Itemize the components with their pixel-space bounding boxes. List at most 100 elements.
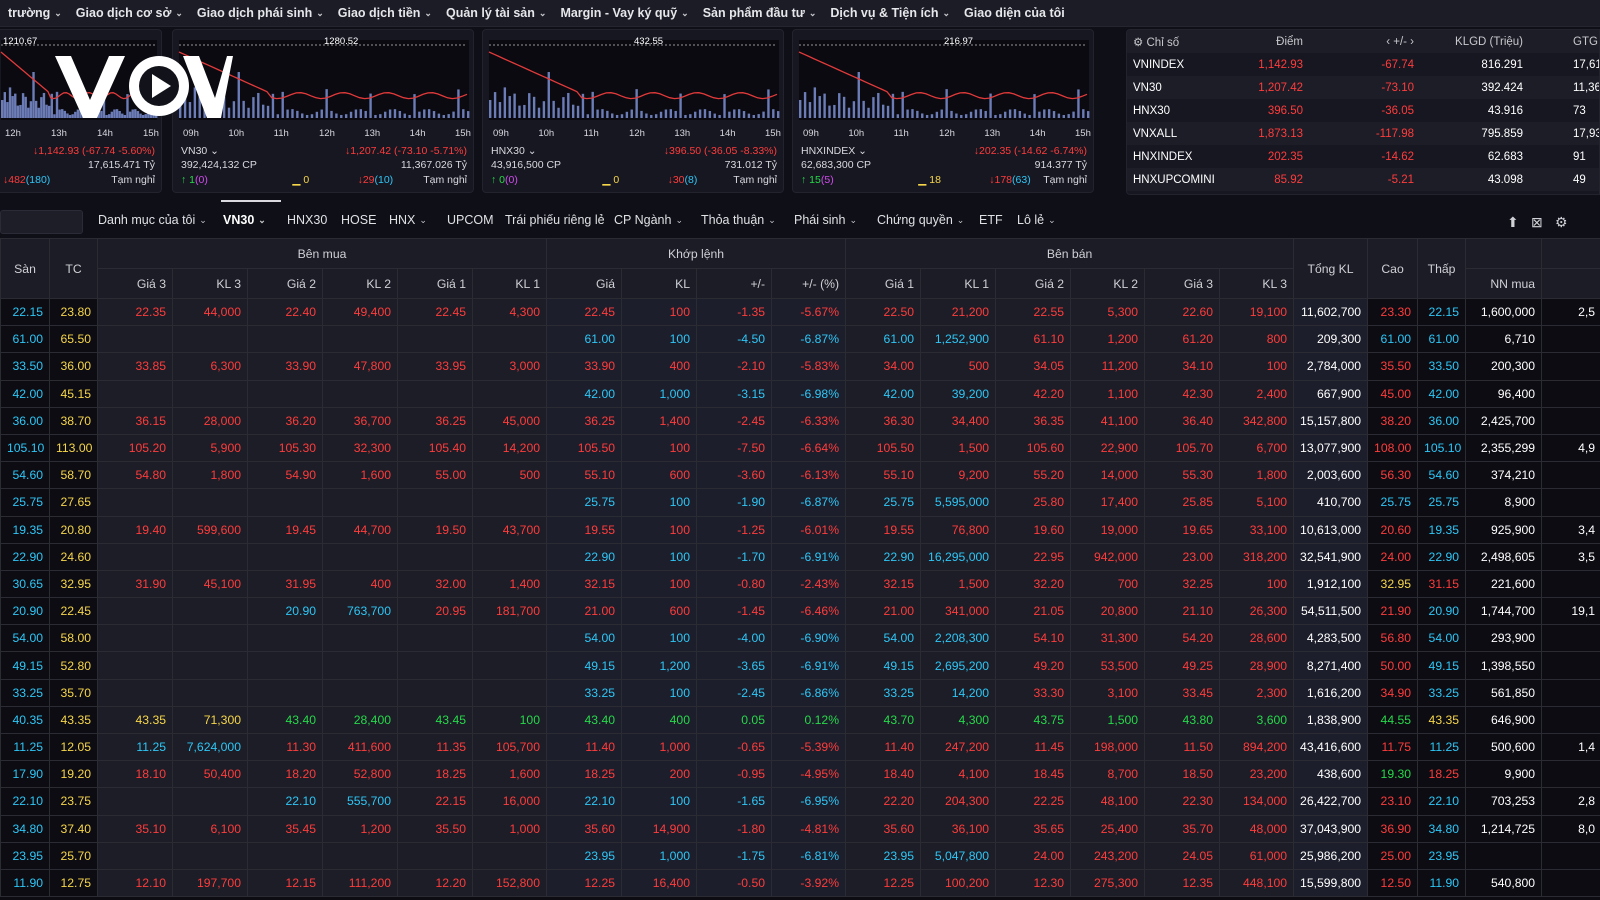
board-row[interactable]: 33.50 36.00 33.85 6,300 33.90 47,800 33.95 3,00…	[0, 352, 1600, 381]
pin-top-icon[interactable]: ⬆	[1507, 214, 1519, 230]
board-cell: -0.50	[696, 868, 772, 898]
board-row[interactable]: 22.10 23.75 22.10 555,700 22.15 16,000 22.10 10…	[0, 787, 1600, 816]
board-row[interactable]: 23.95 25.70 23.95 1,000 -1.75 -6.81% 23.95 5,04…	[0, 841, 1600, 870]
board-row[interactable]: 22.15 23.80 22.35 44,000 22.40 49,400 22.45 4,3…	[0, 297, 1600, 327]
board-row[interactable]: 49.15 52.80 49.15 1,200 -3.65 -6.91% 49.15 2,69…	[0, 651, 1600, 680]
board-cell: -6.86%	[770, 678, 847, 707]
board-row[interactable]: 19.35 20.80 19.40 599,600 19.45 44,700 19.50 43…	[0, 515, 1600, 544]
index-table-row[interactable]: VN30 1,207.42 -73.10 392.424 11,36	[1127, 76, 1599, 99]
group-header-buy: Bên mua	[97, 238, 547, 269]
cell-value: -6.81%	[800, 848, 840, 863]
board-cell: 36.90	[1367, 814, 1419, 843]
menu-item-1[interactable]: Giao dịch cơ sở ⌄	[70, 6, 189, 20]
cell-value: -6.87%	[800, 332, 840, 347]
board-row[interactable]: 40.35 43.35 43.35 71,300 43.40 28,400 43.45 100…	[0, 705, 1600, 735]
board-row[interactable]: 11.90 12.75 12.10 197,700 12.15 111,200 12.20 1…	[0, 868, 1600, 898]
index-name-dropdown[interactable]: HNXINDEX ⌄	[801, 145, 867, 157]
tab-label: Danh mục của tôi	[98, 213, 196, 227]
tab-0[interactable]: Danh mục của tôi ⌄	[98, 213, 207, 227]
chevron-down-icon: ⌄	[538, 7, 547, 18]
board-cell: 25,400	[1070, 814, 1146, 843]
index-table-row[interactable]: HNX30 396.50 -36.05 43.916 73	[1127, 99, 1599, 122]
menu-item-3[interactable]: Giao dịch tiền ⌄	[332, 6, 438, 20]
cell-value: 42.30	[1182, 386, 1214, 401]
board-row[interactable]: 54.00 58.00 54.00 100 -4.00 -6.90% 54.00 2,208,…	[0, 624, 1600, 653]
time-tick: 11h	[584, 128, 599, 139]
cell-value: 45,100	[203, 576, 241, 591]
cell-value: -3.60	[737, 468, 765, 483]
board-cell: 17.90	[0, 760, 50, 789]
resize-icon[interactable]: ⊠	[1531, 214, 1543, 230]
index-chart-panel[interactable]: 216.97 09h 10h 11h 12h 13h 14h 15h HNXINDEX ⌄ ↓20…	[792, 29, 1094, 193]
header-label: Giá	[596, 276, 615, 291]
board-cell: 23.95	[1417, 841, 1467, 870]
board-cell: 20.95	[397, 597, 473, 626]
cell-value: 49.20	[1033, 658, 1065, 673]
watchlist-search-input[interactable]	[0, 210, 83, 234]
cell-value: 11.45	[1034, 740, 1065, 755]
time-tick: 09h	[493, 128, 509, 139]
tab-9[interactable]: Phái sinh ⌄	[794, 213, 857, 227]
board-cell: 12.10	[97, 868, 173, 898]
index-table-row[interactable]: VNINDEX 1,142.93 -67.74 816.291 17,61	[1127, 53, 1599, 76]
board-cell: 23.80	[49, 297, 98, 327]
board-row[interactable]: 30.65 32.95 31.90 45,100 31.95 400 32.00 1,400 3…	[0, 569, 1600, 599]
index-table-row[interactable]: HNXINDEX 202.35 -14.62 62.683 91	[1127, 145, 1599, 168]
unchanged-dash: ▁	[602, 174, 614, 186]
tab-8[interactable]: Thỏa thuận ⌄	[701, 213, 776, 227]
board-row[interactable]: 61.00 65.50 61.00 100 -4.50 -6.87% 61.00 1,252,…	[0, 325, 1600, 354]
board-cell: 18.25	[1417, 760, 1467, 789]
board-cell	[172, 678, 248, 707]
cell-value: -2.43%	[800, 576, 840, 591]
board-row[interactable]: 42.00 45.15 42.00 1,000 -3.15 -6.98% 42.00 39,2…	[0, 379, 1600, 408]
index-name-dropdown[interactable]: VN30 ⌄	[181, 145, 219, 157]
board-cell: 1,616,200	[1293, 678, 1369, 707]
board-cell: 21.90	[1367, 597, 1419, 626]
tab-11[interactable]: ETF	[979, 213, 1003, 227]
board-row[interactable]: 54.60 58.70 54.80 1,800 54.90 1,600 55.00 500 55…	[0, 461, 1600, 490]
index-name-dropdown[interactable]: HNX30 ⌄	[491, 145, 537, 157]
tab-5[interactable]: UPCOM	[447, 213, 494, 227]
board-cell	[322, 651, 398, 680]
tab-7[interactable]: CP Ngành ⌄	[614, 213, 683, 227]
board-row[interactable]: 36.00 38.70 36.15 28,000 36.20 36,700 36.25 45,…	[0, 406, 1600, 435]
board-cell	[1541, 651, 1600, 680]
menu-item-4[interactable]: Quản lý tài sản ⌄	[440, 6, 552, 20]
board-cell: 3,5	[1541, 542, 1600, 571]
board-cell: 3,600	[1219, 705, 1295, 735]
board-cell: -0.80	[696, 569, 772, 599]
settings-gear-icon[interactable]: ⚙	[1555, 214, 1568, 230]
board-row[interactable]: 105.10 113.00 105.20 5,900 105.30 32,300 105.4…	[0, 433, 1600, 463]
board-cell: 1,744,700	[1465, 597, 1543, 626]
board-row[interactable]: 20.90 22.45 20.90 763,700 20.95 181,700 21.00 6…	[0, 597, 1600, 626]
menu-item-7[interactable]: Dịch vụ & Tiện ích ⌄	[824, 6, 956, 20]
board-cell: 100	[621, 624, 697, 653]
index-table-row[interactable]: HNXUPCOMINI 85.92 -5.21 43.098 49	[1127, 168, 1599, 191]
tab-2[interactable]: HNX30	[287, 213, 327, 227]
tab-10[interactable]: Chứng quyền ⌄	[877, 213, 964, 227]
board-row[interactable]: 17.90 19.20 18.10 50,400 18.20 52,800 18.25 1,6…	[0, 760, 1600, 789]
chevron-down-icon: ⌄	[768, 214, 776, 225]
board-row[interactable]: 34.80 37.40 35.10 6,100 35.45 1,200 35.50 1,000…	[0, 814, 1600, 843]
board-cell: 100	[621, 542, 697, 571]
menu-item-0[interactable]: trường ⌄	[2, 6, 68, 20]
board-row[interactable]: 33.25 35.70 33.25 100 -2.45 -6.86% 33.25 14,200…	[0, 678, 1600, 707]
tab-4[interactable]: HNX ⌄	[389, 213, 427, 227]
tab-12[interactable]: Lô lẻ ⌄	[1017, 213, 1056, 227]
board-row[interactable]: 22.90 24.60 22.90 100 -1.70 -6.91% 22.90 16,295…	[0, 542, 1600, 571]
index-chart-panel[interactable]: 432.55 09h 10h 11h 12h 13h 14h 15h HNX30 ⌄ ↓396.5…	[482, 29, 784, 193]
tab-3[interactable]: HOSE	[341, 213, 376, 227]
board-row[interactable]: 11.25 12.05 11.25 7,624,000 11.30 411,600 11.3…	[0, 732, 1600, 762]
menu-item-5[interactable]: Margin - Vay ký quỹ ⌄	[554, 6, 694, 20]
board-cell: 105.50	[546, 433, 622, 463]
menu-item-2[interactable]: Giao dịch phái sinh ⌄	[191, 6, 330, 20]
tab-6[interactable]: Trái phiếu riêng lẻ	[505, 213, 605, 227]
board-cell: 11,602,700	[1293, 297, 1369, 327]
menu-item-8[interactable]: Giao diện của tôi	[958, 6, 1071, 20]
tab-1[interactable]: VN30 ⌄	[223, 213, 266, 227]
index-table-row[interactable]: VNXALL 1,873.13 -117.98 795.859 17,93	[1127, 122, 1599, 145]
header-label: KL 1	[964, 276, 990, 291]
menu-item-6[interactable]: Sản phẩm đầu tư ⌄	[697, 6, 823, 20]
board-row[interactable]: 25.75 27.65 25.75 100 -1.90 -6.87% 25.75 5,595,…	[0, 488, 1600, 517]
board-cell: 61,000	[1219, 841, 1295, 870]
